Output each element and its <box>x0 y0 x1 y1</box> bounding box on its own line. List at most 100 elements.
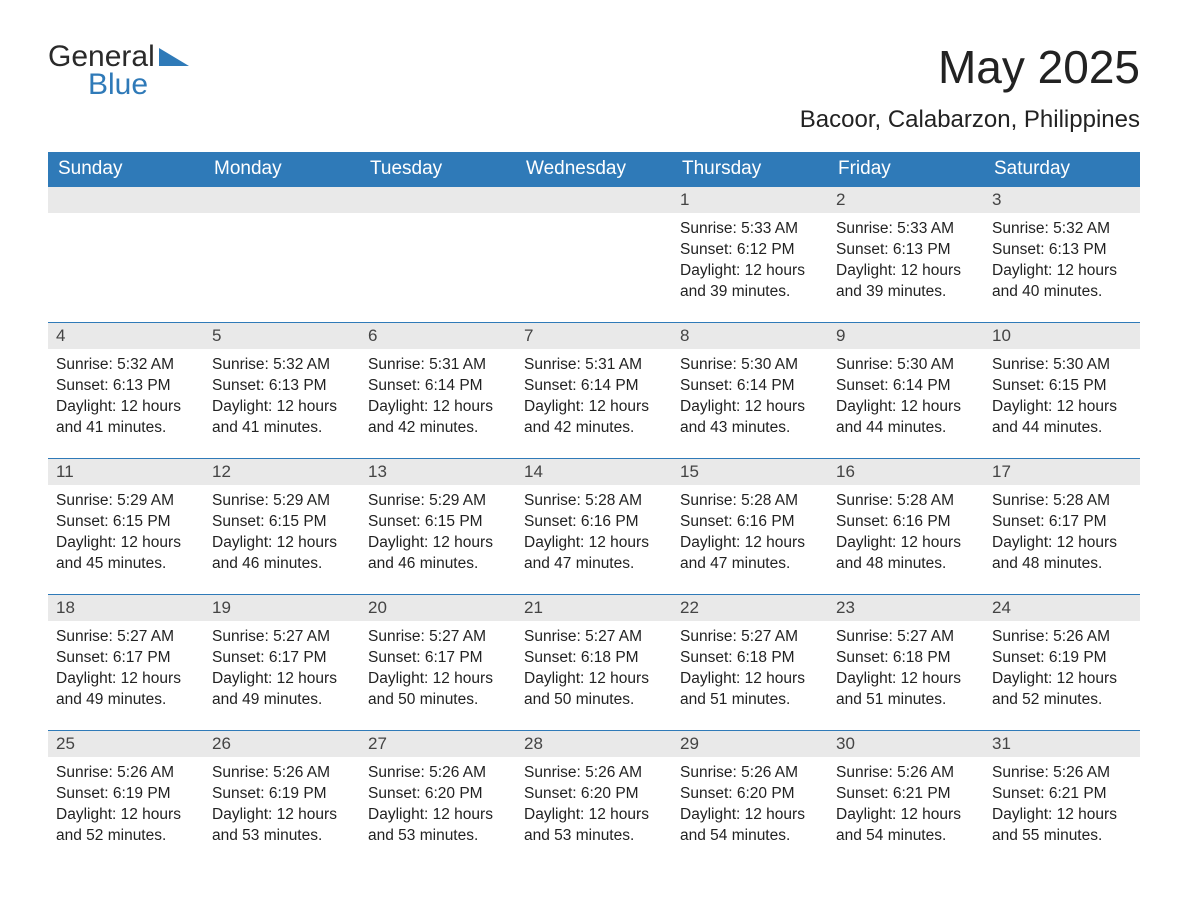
calendar-day-cell: 27Sunrise: 5:26 AMSunset: 6:20 PMDayligh… <box>360 731 516 867</box>
sunset-line: Sunset: 6:20 PM <box>524 784 664 805</box>
sunset-value: 6:17 PM <box>269 649 327 666</box>
sunrise-value: 5:26 AM <box>897 764 954 781</box>
sunset-value: 6:19 PM <box>113 785 171 802</box>
calendar-day-cell: 5Sunrise: 5:32 AMSunset: 6:13 PMDaylight… <box>204 323 360 459</box>
calendar-day-cell <box>204 187 360 323</box>
daylight-label: Daylight: <box>56 534 121 551</box>
sunrise-label: Sunrise: <box>992 492 1053 509</box>
sunset-line: Sunset: 6:17 PM <box>212 648 352 669</box>
daylight-label: Daylight: <box>992 670 1057 687</box>
day-body: Sunrise: 5:26 AMSunset: 6:21 PMDaylight:… <box>984 757 1140 851</box>
sunrise-line: Sunrise: 5:27 AM <box>836 627 976 648</box>
weekday-header: Tuesday <box>360 152 516 187</box>
day-body: Sunrise: 5:27 AMSunset: 6:18 PMDaylight:… <box>672 621 828 715</box>
sunrise-line: Sunrise: 5:26 AM <box>56 763 196 784</box>
sunrise-label: Sunrise: <box>524 356 585 373</box>
daylight-label: Daylight: <box>524 806 589 823</box>
sunrise-value: 5:28 AM <box>741 492 798 509</box>
daylight-line: Daylight: 12 hours and 47 minutes. <box>524 533 664 575</box>
day-number: 5 <box>204 323 360 349</box>
daylight-line: Daylight: 12 hours and 46 minutes. <box>368 533 508 575</box>
sunset-value: 6:15 PM <box>113 513 171 530</box>
sunset-line: Sunset: 6:20 PM <box>368 784 508 805</box>
sunset-label: Sunset: <box>836 241 893 258</box>
sunrise-value: 5:33 AM <box>741 220 798 237</box>
sunrise-value: 5:27 AM <box>429 628 486 645</box>
sunset-value: 6:16 PM <box>893 513 951 530</box>
daylight-line: Daylight: 12 hours and 49 minutes. <box>56 669 196 711</box>
sunset-line: Sunset: 6:18 PM <box>524 648 664 669</box>
sunset-line: Sunset: 6:15 PM <box>212 512 352 533</box>
sunrise-line: Sunrise: 5:28 AM <box>836 491 976 512</box>
daylight-line: Daylight: 12 hours and 39 minutes. <box>680 261 820 303</box>
sunset-label: Sunset: <box>836 785 893 802</box>
daylight-line: Daylight: 12 hours and 51 minutes. <box>680 669 820 711</box>
day-number: 8 <box>672 323 828 349</box>
sunset-value: 6:14 PM <box>425 377 483 394</box>
daylight-line: Daylight: 12 hours and 51 minutes. <box>836 669 976 711</box>
day-number: 21 <box>516 595 672 621</box>
sunrise-value: 5:26 AM <box>273 764 330 781</box>
sunset-label: Sunset: <box>56 377 113 394</box>
day-body: Sunrise: 5:26 AMSunset: 6:20 PMDaylight:… <box>516 757 672 851</box>
sunrise-value: 5:26 AM <box>1053 764 1110 781</box>
daylight-line: Daylight: 12 hours and 44 minutes. <box>836 397 976 439</box>
sunrise-value: 5:28 AM <box>897 492 954 509</box>
sunset-value: 6:13 PM <box>269 377 327 394</box>
calendar-day-cell: 23Sunrise: 5:27 AMSunset: 6:18 PMDayligh… <box>828 595 984 731</box>
sunrise-label: Sunrise: <box>992 628 1053 645</box>
day-body: Sunrise: 5:29 AMSunset: 6:15 PMDaylight:… <box>204 485 360 579</box>
sunset-value: 6:13 PM <box>113 377 171 394</box>
daylight-line: Daylight: 12 hours and 53 minutes. <box>368 805 508 847</box>
calendar-day-cell: 22Sunrise: 5:27 AMSunset: 6:18 PMDayligh… <box>672 595 828 731</box>
daylight-line: Daylight: 12 hours and 41 minutes. <box>212 397 352 439</box>
day-body: Sunrise: 5:26 AMSunset: 6:19 PMDaylight:… <box>204 757 360 851</box>
sunset-label: Sunset: <box>992 377 1049 394</box>
day-number: 13 <box>360 459 516 485</box>
calendar-day-cell: 1Sunrise: 5:33 AMSunset: 6:12 PMDaylight… <box>672 187 828 323</box>
sunrise-label: Sunrise: <box>992 764 1053 781</box>
day-body: Sunrise: 5:30 AMSunset: 6:14 PMDaylight:… <box>672 349 828 443</box>
daylight-label: Daylight: <box>992 262 1057 279</box>
sunrise-value: 5:27 AM <box>117 628 174 645</box>
sunrise-label: Sunrise: <box>368 492 429 509</box>
sunset-line: Sunset: 6:15 PM <box>368 512 508 533</box>
sunrise-value: 5:28 AM <box>1053 492 1110 509</box>
day-number-empty <box>516 187 672 213</box>
sunrise-value: 5:29 AM <box>429 492 486 509</box>
sunrise-label: Sunrise: <box>212 356 273 373</box>
sunset-value: 6:20 PM <box>737 785 795 802</box>
sunset-line: Sunset: 6:14 PM <box>836 376 976 397</box>
brand-flag-icon <box>159 53 189 70</box>
sunrise-line: Sunrise: 5:33 AM <box>836 219 976 240</box>
sunset-line: Sunset: 6:19 PM <box>212 784 352 805</box>
sunrise-label: Sunrise: <box>680 356 741 373</box>
sunset-label: Sunset: <box>368 513 425 530</box>
daylight-label: Daylight: <box>992 806 1057 823</box>
daylight-line: Daylight: 12 hours and 49 minutes. <box>212 669 352 711</box>
sunset-line: Sunset: 6:12 PM <box>680 240 820 261</box>
calendar-day-cell: 6Sunrise: 5:31 AMSunset: 6:14 PMDaylight… <box>360 323 516 459</box>
sunrise-value: 5:26 AM <box>585 764 642 781</box>
day-body: Sunrise: 5:27 AMSunset: 6:18 PMDaylight:… <box>828 621 984 715</box>
calendar-day-cell <box>48 187 204 323</box>
calendar-day-cell <box>360 187 516 323</box>
daylight-label: Daylight: <box>212 670 277 687</box>
daylight-label: Daylight: <box>368 398 433 415</box>
sunrise-label: Sunrise: <box>836 492 897 509</box>
daylight-line: Daylight: 12 hours and 53 minutes. <box>212 805 352 847</box>
sunrise-line: Sunrise: 5:32 AM <box>992 219 1132 240</box>
daylight-line: Daylight: 12 hours and 53 minutes. <box>524 805 664 847</box>
sunrise-line: Sunrise: 5:27 AM <box>56 627 196 648</box>
page-location: Bacoor, Calabarzon, Philippines <box>800 106 1140 134</box>
day-body: Sunrise: 5:26 AMSunset: 6:19 PMDaylight:… <box>984 621 1140 715</box>
sunrise-value: 5:29 AM <box>273 492 330 509</box>
calendar-day-cell: 29Sunrise: 5:26 AMSunset: 6:20 PMDayligh… <box>672 731 828 867</box>
sunset-label: Sunset: <box>992 785 1049 802</box>
calendar-week-row: 4Sunrise: 5:32 AMSunset: 6:13 PMDaylight… <box>48 323 1140 459</box>
sunset-label: Sunset: <box>680 785 737 802</box>
sunrise-line: Sunrise: 5:32 AM <box>212 355 352 376</box>
calendar-week-row: 11Sunrise: 5:29 AMSunset: 6:15 PMDayligh… <box>48 459 1140 595</box>
day-body: Sunrise: 5:31 AMSunset: 6:14 PMDaylight:… <box>360 349 516 443</box>
daylight-label: Daylight: <box>680 670 745 687</box>
